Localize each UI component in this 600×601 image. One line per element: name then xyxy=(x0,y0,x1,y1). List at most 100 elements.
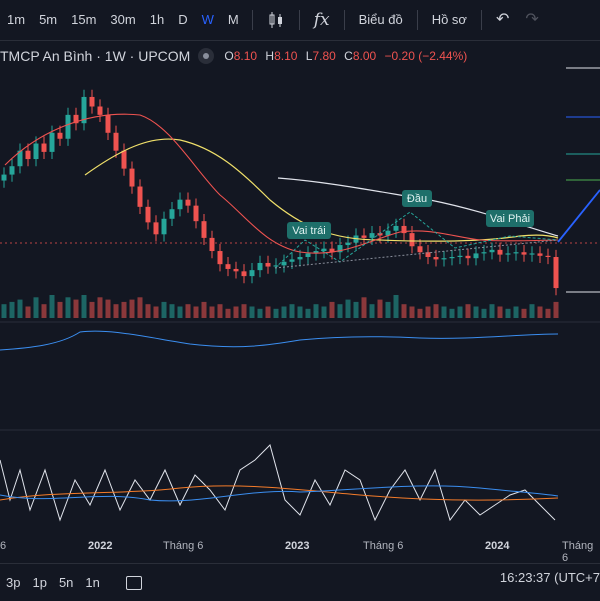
volume-bar xyxy=(409,306,415,318)
chart-type-button[interactable]: Biểu đồ xyxy=(351,0,411,40)
timeframe-m[interactable]: M xyxy=(227,12,239,27)
range-1n[interactable]: 1n xyxy=(85,575,100,590)
candle-body xyxy=(473,253,479,259)
volume-bar xyxy=(177,306,183,318)
candle-body xyxy=(225,264,231,269)
volume-bar xyxy=(441,306,447,318)
volume-bar xyxy=(361,297,367,318)
timeframe-d[interactable]: D xyxy=(178,12,188,27)
candle-body xyxy=(505,253,511,255)
undo-button[interactable]: ↶ xyxy=(488,0,517,40)
volume-bar xyxy=(145,304,151,318)
volume-bar xyxy=(489,304,495,318)
change-value: −0.20 (−2.44%) xyxy=(384,49,468,63)
profile-button[interactable]: Hồ sơ xyxy=(424,0,475,40)
volume-bar xyxy=(217,304,223,318)
candle-body xyxy=(129,168,135,187)
timeframe-1h[interactable]: 1h xyxy=(149,12,165,27)
timeframe-1m[interactable]: 1m xyxy=(7,12,26,27)
volume-bar xyxy=(9,301,15,318)
volume-bar xyxy=(377,299,383,318)
candle-body xyxy=(497,249,503,255)
candle-body xyxy=(105,114,111,133)
volume-bar xyxy=(89,301,95,318)
undo-icon: ↶ xyxy=(495,11,510,28)
range-3p[interactable]: 3p xyxy=(6,575,21,590)
timeframe-30m[interactable]: 30m xyxy=(110,12,136,27)
calendar-icon[interactable] xyxy=(125,575,142,590)
volume-bar xyxy=(417,308,423,318)
svg-text:Đầu: Đầu xyxy=(407,193,427,205)
volume-bar xyxy=(65,297,71,318)
volume-bar xyxy=(337,304,343,318)
range-1p[interactable]: 1p xyxy=(32,575,47,590)
candle-body xyxy=(449,257,455,259)
candle-body xyxy=(313,251,319,254)
x-axis-label: 2022 xyxy=(88,540,113,552)
volume-bar xyxy=(513,306,519,318)
volume-bar xyxy=(313,304,319,318)
volume-bar xyxy=(81,295,87,318)
eye-icon[interactable] xyxy=(198,48,215,64)
candle-body xyxy=(481,252,487,254)
candle-body xyxy=(337,245,343,253)
range-5n[interactable]: 5n xyxy=(58,575,74,590)
candle-body xyxy=(89,96,95,107)
candle-body xyxy=(9,166,15,175)
timeframe-group: 1m 5m 15m 30m 1h D W M xyxy=(0,0,246,40)
candle-body xyxy=(489,249,495,253)
candle-body xyxy=(465,255,471,259)
range-group: 3p 1p 5n 1n xyxy=(0,575,106,590)
candle-body xyxy=(553,257,559,289)
timeframe-w[interactable]: W xyxy=(201,12,214,27)
clock[interactable]: 16:23:37 (UTC+7 xyxy=(499,570,600,585)
candle-body xyxy=(137,186,143,207)
candle-body xyxy=(521,252,527,255)
volume-bar xyxy=(273,308,279,318)
volume-bar xyxy=(433,304,439,318)
candle-body xyxy=(209,237,215,252)
candle-body xyxy=(265,262,271,267)
candle-body xyxy=(369,233,375,238)
redo-button[interactable]: ↷ xyxy=(517,0,546,40)
price-chart[interactable]: Vai trái Đầu Vai Phải xyxy=(0,0,600,560)
divider xyxy=(343,10,345,30)
redo-icon: ↷ xyxy=(525,11,539,28)
annotation-left-shoulder[interactable]: Vai trái xyxy=(287,222,331,239)
volume-bar xyxy=(33,297,39,318)
annotation-head[interactable]: Đầu xyxy=(402,190,432,207)
volume-bar xyxy=(497,306,503,318)
symbol-title[interactable]: TMCP An Bình · 1W · UPCOM xyxy=(0,48,191,64)
volume-bar xyxy=(17,299,23,318)
candle-body xyxy=(401,225,407,234)
volume-bar xyxy=(545,308,551,318)
profile-label: Hồ sơ xyxy=(431,12,467,27)
candle-body xyxy=(41,143,47,152)
volume-bar xyxy=(49,295,55,318)
candle-body xyxy=(513,252,519,254)
candle-body xyxy=(321,248,327,252)
volume-bar xyxy=(449,308,455,318)
neckline xyxy=(274,239,559,269)
candle-body xyxy=(73,114,79,124)
annotation-right-shoulder[interactable]: Vai Phải xyxy=(486,210,534,227)
candle-body xyxy=(49,132,55,152)
volume-bar xyxy=(241,304,247,318)
candle-body xyxy=(441,258,447,260)
timeframe-15m[interactable]: 15m xyxy=(71,12,97,27)
volume-bar xyxy=(57,301,63,318)
osc-orange-line xyxy=(0,485,559,501)
candle-type-button[interactable] xyxy=(259,11,293,29)
candle-body xyxy=(153,222,159,235)
volume-bar xyxy=(505,308,511,318)
fx-icon: fx xyxy=(313,10,330,30)
timeframe-5m[interactable]: 5m xyxy=(39,12,58,27)
x-axis-label: 6 xyxy=(0,540,7,552)
chart-type-label: Biểu đồ xyxy=(358,12,403,27)
volume-bar xyxy=(73,299,79,318)
volume-bar xyxy=(473,306,479,318)
right-markers xyxy=(566,67,600,293)
candle-body xyxy=(217,251,223,265)
volume-bar xyxy=(425,306,431,318)
indicators-button[interactable]: fx xyxy=(306,0,338,40)
